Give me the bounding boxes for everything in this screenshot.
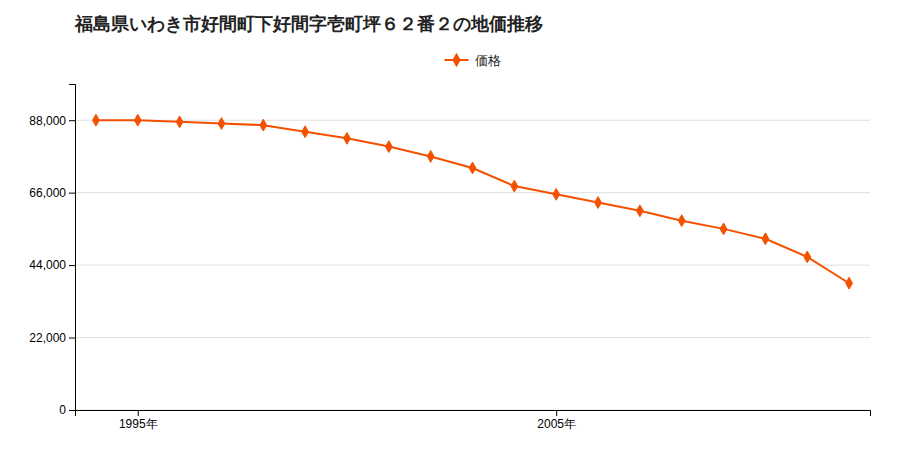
y-tick-mark bbox=[69, 120, 75, 121]
x-tick-label: 1995年 bbox=[119, 417, 158, 431]
legend-label: 価格 bbox=[475, 53, 501, 68]
x-tick: 2005年 bbox=[537, 410, 576, 431]
x-axis-line bbox=[76, 411, 871, 417]
point bbox=[469, 162, 476, 174]
point bbox=[846, 277, 853, 289]
marks bbox=[93, 114, 853, 289]
grid-line bbox=[75, 337, 870, 338]
point bbox=[427, 151, 434, 163]
point bbox=[218, 118, 225, 130]
point bbox=[344, 132, 351, 144]
point bbox=[93, 114, 100, 126]
y-tick: 22,000 bbox=[29, 331, 75, 345]
point bbox=[636, 205, 643, 217]
point bbox=[511, 180, 518, 192]
line bbox=[96, 120, 849, 283]
y-tick: 66,000 bbox=[29, 186, 75, 200]
y-tick-label: 44,000 bbox=[29, 258, 66, 272]
point bbox=[134, 114, 141, 126]
legend: 価格 bbox=[445, 53, 501, 68]
y-tick-label: 22,000 bbox=[29, 331, 66, 345]
y-tick: 44,000 bbox=[29, 258, 75, 272]
point bbox=[385, 141, 392, 153]
y-tick-mark bbox=[69, 265, 75, 266]
y-tick: 0 bbox=[59, 403, 75, 417]
point bbox=[260, 119, 267, 131]
plot: 0 22,000 44,000 66,000 88,000 1995年 2005年 bbox=[29, 85, 870, 431]
y-axis-line bbox=[69, 85, 76, 411]
point bbox=[720, 223, 727, 235]
y-tick-mark bbox=[69, 338, 75, 339]
point bbox=[762, 233, 769, 245]
x-axis: 1995年 2005年 bbox=[76, 410, 871, 431]
y-tick-mark bbox=[69, 410, 75, 411]
grid-line bbox=[75, 192, 870, 193]
point bbox=[176, 116, 183, 128]
y-tick-mark bbox=[69, 193, 75, 194]
point bbox=[302, 126, 309, 138]
grid-line bbox=[75, 120, 870, 121]
chart: 0 22,000 44,000 66,000 88,000 1995年 2005年 福島県いわ… bbox=[0, 0, 900, 450]
point bbox=[678, 215, 685, 227]
legend-marker bbox=[452, 53, 460, 67]
grid-line bbox=[75, 265, 870, 266]
y-tick-label: 88,000 bbox=[29, 114, 66, 128]
x-tick-label: 2005年 bbox=[537, 417, 576, 431]
point bbox=[595, 197, 602, 209]
legend-item: 価格 bbox=[445, 53, 501, 68]
y-tick-label: 0 bbox=[59, 403, 66, 417]
x-tick-mark bbox=[556, 410, 557, 416]
y-tick-label: 66,000 bbox=[29, 186, 66, 200]
title: 福島県いわき市好間町下好間字壱町坪６２番２の地価推移 bbox=[74, 13, 543, 34]
grid bbox=[75, 120, 870, 410]
x-tick-mark bbox=[138, 410, 139, 416]
point bbox=[553, 188, 560, 200]
point bbox=[804, 251, 811, 263]
y-tick: 88,000 bbox=[29, 114, 75, 128]
y-axis: 0 22,000 44,000 66,000 88,000 bbox=[29, 85, 75, 418]
x-tick: 1995年 bbox=[119, 410, 158, 431]
